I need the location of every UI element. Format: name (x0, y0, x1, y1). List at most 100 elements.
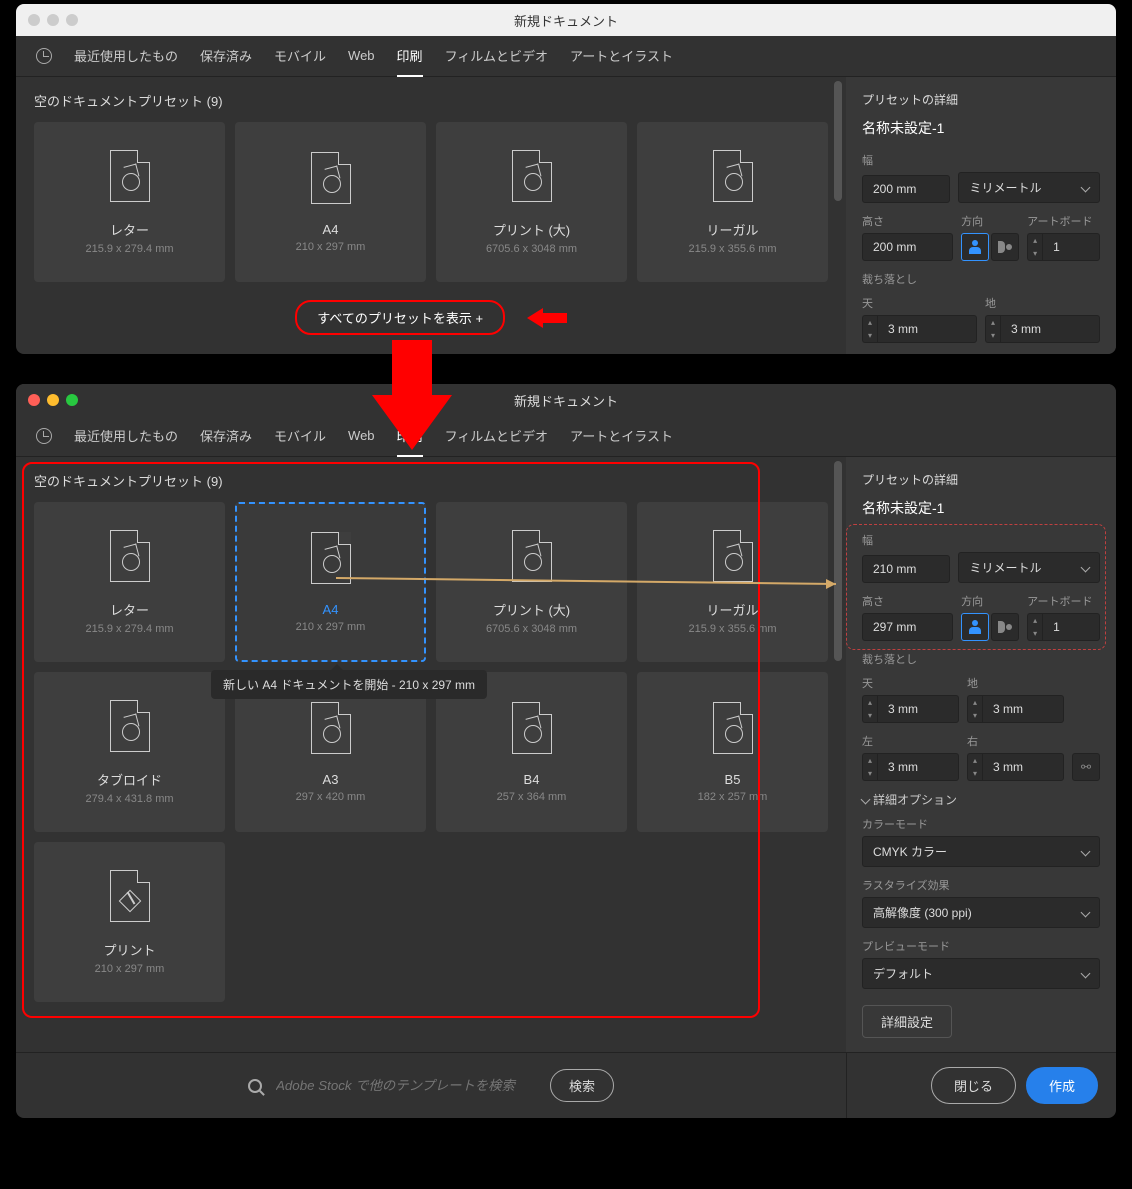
tab-print[interactable]: 印刷 (397, 46, 423, 77)
tab-film[interactable]: フィルムとビデオ (445, 46, 548, 77)
artboard-stepper[interactable]: ▴▾ (1027, 613, 1100, 641)
orient-landscape[interactable] (991, 233, 1019, 261)
height-input[interactable] (862, 233, 953, 261)
dialog-body: 空のドキュメントプリセット (9) レター215.9 x 279.4 mm A4… (16, 457, 1116, 1052)
doc-icon (311, 702, 351, 754)
preset-letter[interactable]: レター215.9 x 279.4 mm (34, 502, 225, 662)
tab-art[interactable]: アートとイラスト (570, 46, 673, 77)
color-label: カラーモード (862, 816, 1100, 832)
preset-print-large[interactable]: プリント (大)6705.6 x 3048 mm (436, 122, 627, 282)
details-panel: プリセットの詳細 名称未設定-1 幅 ミリメートル 高さ 方向 アートボード▴▾… (846, 457, 1116, 1052)
orient-portrait[interactable] (961, 233, 989, 261)
tab-recent[interactable]: 最近使用したもの (74, 426, 178, 457)
height-input[interactable] (862, 613, 953, 641)
preset-print[interactable]: プリント210 x 297 mm (34, 842, 225, 1002)
artboard-label: アートボード (1027, 213, 1100, 229)
doc-icon (512, 702, 552, 754)
preset-tabloid[interactable]: タブロイド279.4 x 431.8 mm (34, 672, 225, 832)
search-icon (248, 1079, 262, 1093)
search-area: 検索 (16, 1053, 846, 1118)
category-tabs: 最近使用したもの 保存済み モバイル Web 印刷 フィルムとビデオ アートとイ… (16, 36, 1116, 77)
tooltip: 新しい A4 ドキュメントを開始 - 210 x 297 mm (211, 670, 487, 699)
orient-label: 方向 (961, 593, 1019, 609)
color-select[interactable]: CMYK カラー (862, 836, 1100, 867)
section-title: 空のドキュメントプリセット (9) (34, 91, 828, 110)
unit-select[interactable]: ミリメートル (958, 552, 1100, 583)
raster-select[interactable]: 高解像度 (300 ppi) (862, 897, 1100, 928)
orient-portrait[interactable] (961, 613, 989, 641)
height-label: 高さ (862, 593, 953, 609)
bleed-top[interactable]: ▴▾ (862, 315, 977, 343)
search-input[interactable] (276, 1078, 536, 1093)
titlebar: 新規ドキュメント (16, 4, 1116, 36)
width-input[interactable] (862, 175, 950, 203)
tab-film[interactable]: フィルムとビデオ (445, 426, 548, 457)
category-tabs: 最近使用したもの 保存済み モバイル Web 印刷 フィルムとビデオ アートとイ… (16, 416, 1116, 457)
preset-b5[interactable]: B5182 x 257 mm (637, 672, 828, 832)
annotation-arrow-down (372, 340, 452, 450)
window-title: 新規ドキュメント (16, 11, 1116, 30)
bleed-left[interactable]: ▴▾ (862, 753, 959, 781)
width-input[interactable] (862, 555, 950, 583)
section-title: 空のドキュメントプリセット (9) (34, 471, 828, 490)
artboard-stepper[interactable]: ▴▾ (1027, 233, 1100, 261)
chevron-down-icon (1081, 908, 1091, 918)
scrollbar[interactable] (834, 461, 842, 661)
preset-area: 空のドキュメントプリセット (9) レター215.9 x 279.4 mm A4… (16, 77, 846, 354)
tab-recent[interactable]: 最近使用したもの (74, 46, 178, 77)
tab-art[interactable]: アートとイラスト (570, 426, 673, 457)
preset-name: 名称未設定-1 (862, 118, 1100, 138)
preset-letter[interactable]: レター215.9 x 279.4 mm (34, 122, 225, 282)
doc-icon (713, 150, 753, 202)
tab-saved[interactable]: 保存済み (200, 46, 252, 77)
tab-web[interactable]: Web (348, 428, 375, 455)
doc-icon (713, 702, 753, 754)
more-settings-button[interactable]: 詳細設定 (862, 1005, 952, 1038)
chevron-down-icon (1081, 847, 1091, 857)
preview-select[interactable]: デフォルト (862, 958, 1100, 989)
width-label: 幅 (862, 532, 1100, 548)
tab-saved[interactable]: 保存済み (200, 426, 252, 457)
search-button[interactable]: 検索 (550, 1069, 614, 1102)
window-top: 新規ドキュメント 最近使用したもの 保存済み モバイル Web 印刷 フィルムと… (16, 4, 1116, 354)
preset-print-large[interactable]: プリント (大)6705.6 x 3048 mm (436, 502, 627, 662)
scrollbar[interactable] (834, 81, 842, 201)
height-label: 高さ (862, 213, 953, 229)
preset-a4[interactable]: A4210 x 297 mm (235, 122, 426, 282)
doc-icon (110, 530, 150, 582)
unit-select[interactable]: ミリメートル (958, 172, 1100, 203)
link-bleed-icon[interactable]: ⚯ (1072, 753, 1100, 781)
show-all-row: すべてのプリセットを表示 + (34, 300, 828, 335)
bleed-top[interactable]: ▴▾ (862, 695, 959, 723)
orient-landscape[interactable] (991, 613, 1019, 641)
doc-icon (110, 870, 150, 922)
show-all-button[interactable]: すべてのプリセットを表示 + (295, 300, 505, 335)
bleed-bottom[interactable]: ▴▾ (985, 315, 1100, 343)
recent-icon (36, 428, 52, 444)
chevron-down-icon (1081, 563, 1091, 573)
chevron-down-icon (1081, 969, 1091, 979)
bleed-bottom[interactable]: ▴▾ (967, 695, 1064, 723)
tab-web[interactable]: Web (348, 48, 375, 75)
advanced-toggle[interactable]: 詳細オプション (862, 791, 1100, 808)
doc-icon (311, 152, 351, 204)
doc-icon (713, 530, 753, 582)
doc-icon (512, 530, 552, 582)
preset-legal[interactable]: リーガル215.9 x 355.6 mm (637, 502, 828, 662)
tab-mobile[interactable]: モバイル (274, 426, 326, 457)
preset-a4[interactable]: A4210 x 297 mm (235, 502, 426, 662)
bleed-label: 裁ち落とし (862, 651, 1100, 667)
create-button[interactable]: 作成 (1026, 1067, 1098, 1104)
dialog-footer: 検索 閉じる 作成 (16, 1052, 1116, 1118)
preset-legal[interactable]: リーガル215.9 x 355.6 mm (637, 122, 828, 282)
preview-label: プレビューモード (862, 938, 1100, 954)
tab-mobile[interactable]: モバイル (274, 46, 326, 77)
bleed-right[interactable]: ▴▾ (967, 753, 1064, 781)
close-button[interactable]: 閉じる (931, 1067, 1016, 1104)
preset-grid: レター215.9 x 279.4 mm A4210 x 297 mm プリント … (34, 502, 828, 1002)
button-row: 閉じる 作成 (846, 1053, 1116, 1118)
bleed-label: 裁ち落とし (862, 271, 1100, 287)
titlebar: 新規ドキュメント (16, 384, 1116, 416)
width-label: 幅 (862, 152, 1100, 168)
chevron-down-icon (1081, 183, 1091, 193)
